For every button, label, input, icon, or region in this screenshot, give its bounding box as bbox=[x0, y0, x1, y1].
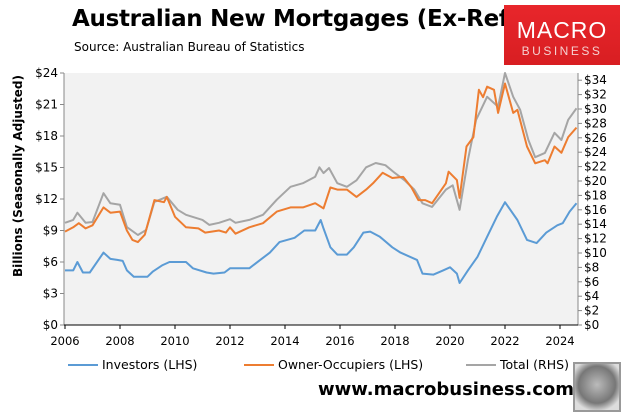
series-line-total bbox=[64, 72, 578, 236]
logo-line1: MACRO bbox=[516, 17, 608, 43]
lhs-tick-label: $6 bbox=[43, 255, 58, 269]
lhs-tick-label: $24 bbox=[35, 66, 58, 80]
fox-logo-icon bbox=[573, 362, 621, 412]
x-tick-label: 2012 bbox=[215, 334, 244, 348]
rhs-tick-label: $32 bbox=[584, 88, 607, 102]
rhs-tick-label: $8 bbox=[584, 260, 599, 274]
lhs-tick-label: $21 bbox=[35, 98, 58, 112]
legend-label: Owner-Occupiers (LHS) bbox=[278, 357, 424, 372]
chart-title: Australian New Mortgages (Ex-Refi) bbox=[72, 6, 527, 32]
rhs-tick-label: $24 bbox=[584, 145, 607, 159]
macrobusiness-logo: MACRO BUSINESS bbox=[504, 5, 620, 65]
rhs-tick-label: $30 bbox=[584, 102, 607, 116]
rhs-tick-label: $10 bbox=[584, 246, 607, 260]
x-tick-label: 2022 bbox=[490, 334, 519, 348]
rhs-tick-label: $18 bbox=[584, 188, 607, 202]
website-url: www.macrobusiness.com.au bbox=[318, 379, 606, 400]
rhs-tick-label: $12 bbox=[584, 232, 607, 246]
x-tick-label: 2008 bbox=[105, 334, 134, 348]
x-tick-label: 2010 bbox=[160, 334, 189, 348]
rhs-tick-label: $6 bbox=[584, 275, 599, 289]
rhs-tick-label: $0 bbox=[584, 318, 599, 332]
rhs-tick-label: $16 bbox=[584, 203, 607, 217]
lhs-tick-label: $15 bbox=[35, 161, 58, 175]
legend-swatch-owner-occupiers bbox=[244, 363, 274, 366]
legend-total: Total (RHS) bbox=[466, 357, 569, 372]
x-tick-label: 2018 bbox=[380, 334, 409, 348]
rhs-tick-label: $34 bbox=[584, 73, 607, 87]
rhs-tick-label: $4 bbox=[584, 289, 599, 303]
legend-label: Total (RHS) bbox=[500, 357, 569, 372]
x-tick-label: 2020 bbox=[435, 334, 464, 348]
series-line-owner-occupiers bbox=[64, 82, 578, 244]
rhs-tick-label: $26 bbox=[584, 131, 607, 145]
series-line-investors bbox=[65, 201, 578, 284]
x-tick-label: 2006 bbox=[50, 334, 79, 348]
chart-source: Source: Australian Bureau of Statistics bbox=[74, 40, 305, 54]
x-tick-label: 2016 bbox=[325, 334, 354, 348]
rhs-tick-label: $2 bbox=[584, 304, 599, 318]
lhs-tick-label: $18 bbox=[35, 129, 58, 143]
legend-owner-occupiers: Owner-Occupiers (LHS) bbox=[244, 357, 423, 372]
rhs-tick-label: $28 bbox=[584, 116, 607, 130]
x-tick-label: 2014 bbox=[270, 334, 299, 348]
x-tick-label: 2024 bbox=[545, 334, 574, 348]
rhs-tick-label: $22 bbox=[584, 160, 607, 174]
lhs-tick-label: $9 bbox=[43, 224, 58, 238]
legend-label: Investors (LHS) bbox=[102, 357, 198, 372]
logo-line2: BUSINESS bbox=[521, 44, 603, 58]
legend-swatch-total bbox=[466, 363, 496, 366]
lhs-tick-label: $12 bbox=[35, 192, 58, 206]
plot-background bbox=[64, 73, 578, 325]
lhs-tick-label: $0 bbox=[43, 318, 58, 332]
rhs-tick-label: $20 bbox=[584, 174, 607, 188]
rhs-tick-label: $14 bbox=[584, 217, 607, 231]
legend-investors: Investors (LHS) bbox=[68, 357, 197, 372]
legend-swatch-investors bbox=[68, 363, 98, 366]
lhs-tick-label: $3 bbox=[43, 287, 58, 301]
